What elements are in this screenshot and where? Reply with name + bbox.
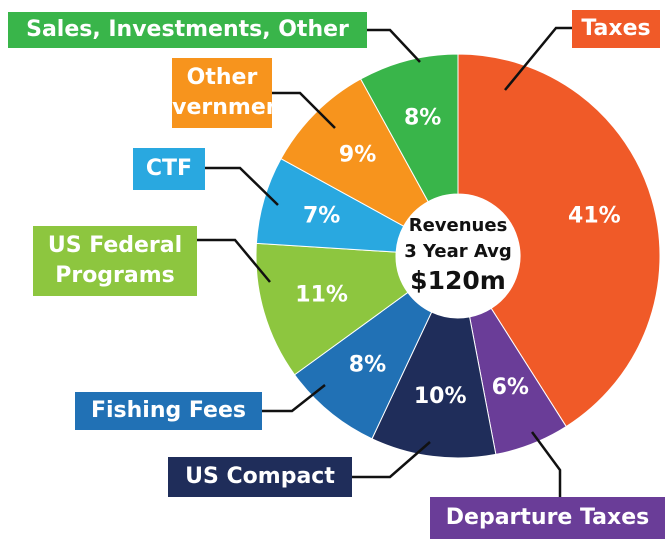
category-label: Fishing Fees: [75, 392, 262, 430]
value-label: 6%: [492, 375, 529, 400]
leader-line: [197, 238, 271, 283]
category-label: Taxes: [572, 10, 660, 48]
category-label: US Compact: [168, 457, 352, 497]
value-label: 9%: [339, 143, 376, 168]
value-label: 41%: [568, 203, 621, 228]
center-text: $120m: [410, 266, 506, 295]
center-text: 3 Year Avg: [404, 241, 512, 262]
category-label: Other Governments: [139, 58, 305, 128]
category-label: CTF: [133, 148, 205, 190]
leader-line: [530, 431, 562, 497]
value-label: 8%: [404, 105, 441, 130]
value-label: 10%: [414, 384, 467, 409]
leader-line: [504, 26, 572, 91]
donut-hole: [396, 194, 520, 318]
leader-line: [367, 28, 421, 63]
value-label: 11%: [295, 283, 348, 308]
value-label: 8%: [349, 352, 386, 377]
leader-line: [272, 91, 336, 129]
leader-line: [262, 384, 326, 413]
category-label: Departure Taxes: [430, 497, 665, 539]
category-label: US Federal Programs: [33, 226, 197, 296]
value-label: 7%: [303, 203, 340, 228]
category-label: Sales, Investments, Other: [8, 12, 367, 48]
center-text: Revenues: [409, 215, 508, 236]
leader-line: [205, 166, 279, 206]
leader-line: [352, 441, 431, 479]
